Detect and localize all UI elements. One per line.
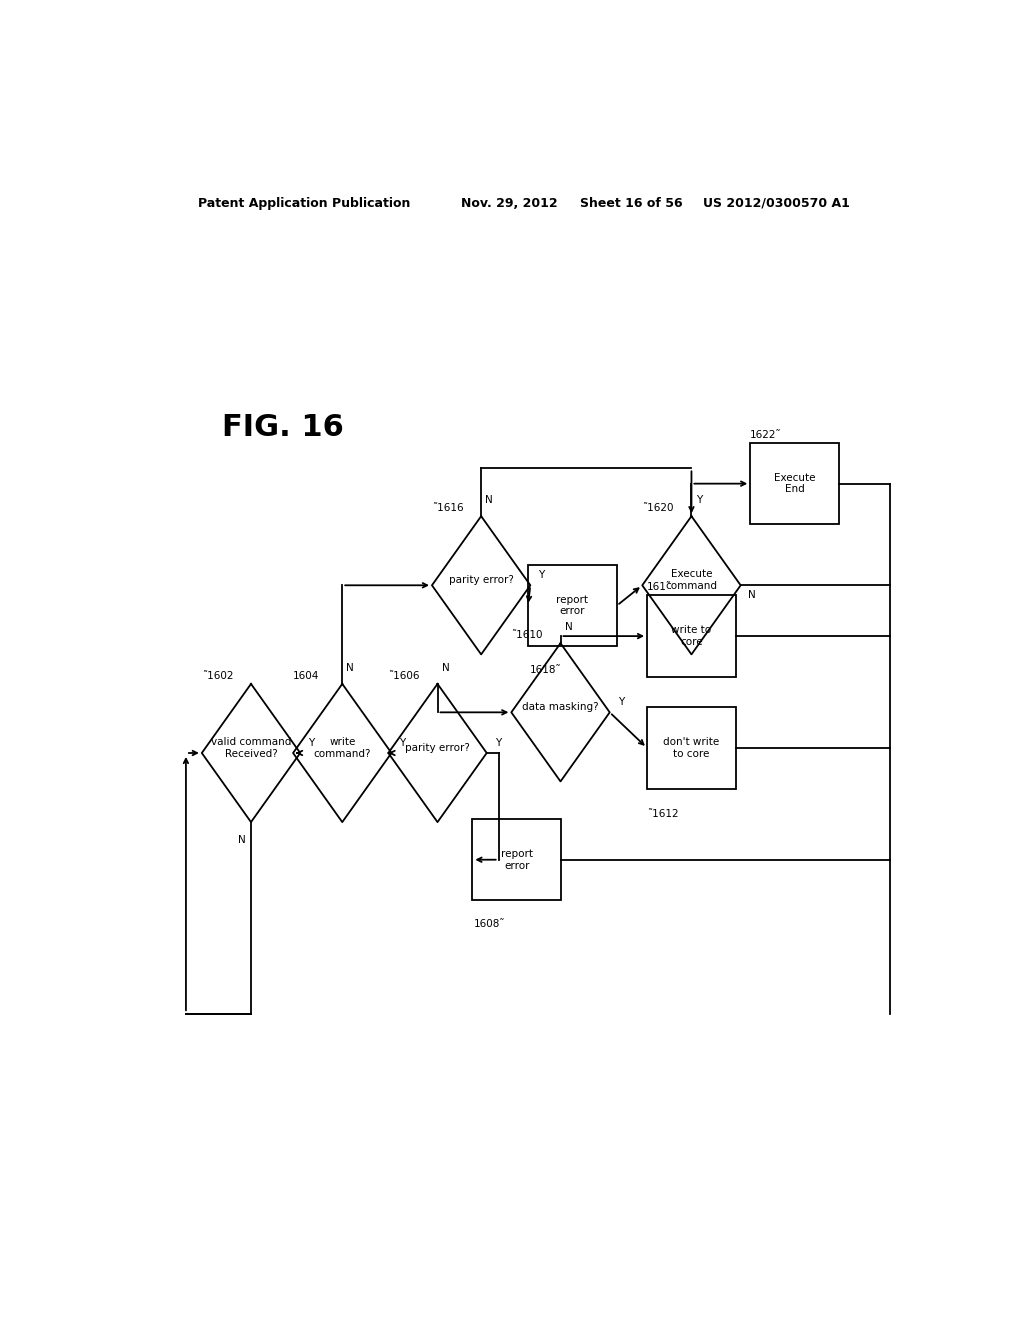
Text: 1622˜: 1622˜: [751, 430, 781, 440]
Text: 1608˜: 1608˜: [474, 919, 506, 929]
Bar: [528, 565, 616, 647]
Bar: [647, 595, 736, 677]
Text: parity error?: parity error?: [449, 576, 514, 585]
Text: write to
core: write to core: [672, 626, 712, 647]
Text: ˜1612: ˜1612: [647, 809, 679, 818]
Text: Y: Y: [399, 738, 406, 748]
Text: Patent Application Publication: Patent Application Publication: [198, 197, 411, 210]
Bar: [647, 708, 736, 788]
Text: ˜1616: ˜1616: [432, 503, 464, 513]
Polygon shape: [293, 684, 391, 822]
Polygon shape: [432, 516, 530, 655]
Text: Y: Y: [617, 697, 624, 708]
Text: Y: Y: [539, 570, 545, 579]
Text: 1604: 1604: [293, 671, 319, 681]
Text: Y: Y: [495, 738, 501, 748]
Text: US 2012/0300570 A1: US 2012/0300570 A1: [703, 197, 850, 210]
Text: valid command
Received?: valid command Received?: [211, 737, 291, 759]
Text: Y: Y: [308, 738, 314, 748]
Text: ˜1610: ˜1610: [511, 630, 543, 640]
Text: N: N: [485, 495, 493, 506]
Text: N: N: [441, 663, 450, 673]
Text: parity error?: parity error?: [406, 743, 470, 752]
Text: N: N: [564, 622, 572, 632]
Polygon shape: [511, 643, 609, 781]
Text: N: N: [238, 836, 246, 845]
Text: ˜1606: ˜1606: [388, 671, 420, 681]
Polygon shape: [642, 516, 740, 655]
Text: ˜1602: ˜1602: [202, 671, 233, 681]
Text: write
command?: write command?: [313, 737, 371, 759]
Text: N: N: [346, 663, 354, 673]
Text: don't write
to core: don't write to core: [664, 737, 720, 759]
Polygon shape: [388, 684, 486, 822]
Text: Execute
command: Execute command: [666, 569, 718, 591]
Bar: [472, 818, 561, 900]
Bar: [751, 444, 839, 524]
Text: FIG. 16: FIG. 16: [222, 413, 344, 442]
Text: ˜1620: ˜1620: [642, 503, 674, 513]
Text: report
error: report error: [556, 595, 589, 616]
Text: N: N: [748, 590, 756, 601]
Text: 161˜: 161˜: [647, 582, 672, 593]
Text: Nov. 29, 2012: Nov. 29, 2012: [461, 197, 558, 210]
Text: report
error: report error: [501, 849, 532, 870]
Text: Y: Y: [696, 495, 702, 506]
Text: 1618˜: 1618˜: [529, 665, 561, 675]
Polygon shape: [202, 684, 300, 822]
Text: Execute
End: Execute End: [774, 473, 815, 495]
Text: Sheet 16 of 56: Sheet 16 of 56: [581, 197, 683, 210]
Text: data masking?: data masking?: [522, 702, 599, 713]
